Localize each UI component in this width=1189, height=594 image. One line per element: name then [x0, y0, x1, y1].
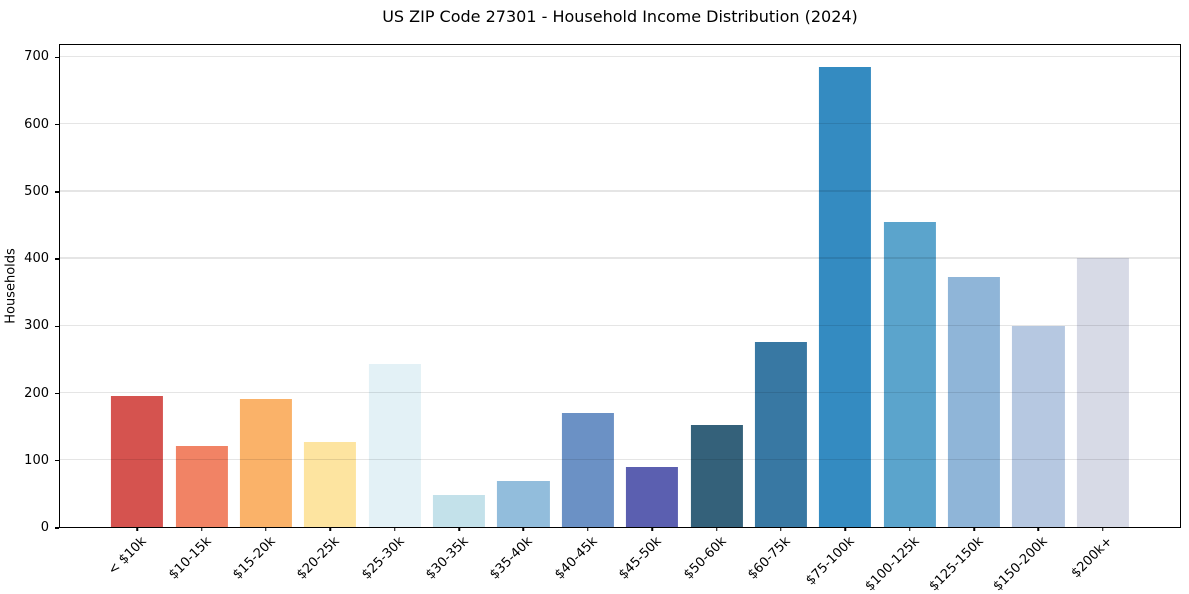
x-tick-label: $60-75k — [745, 534, 794, 583]
x-tick-label: $200k+ — [1068, 534, 1116, 582]
bars-layer: < $10k $10-15k $15-20k $20-25k $25-30k $30-35… — [60, 45, 1180, 594]
bar — [561, 412, 614, 527]
y-tick-label: 100 — [24, 452, 49, 468]
x-tick-mark — [1037, 527, 1040, 531]
x-tick-label: $75-100k — [803, 534, 858, 589]
x-tick-mark — [393, 527, 396, 531]
x-tick-mark — [908, 527, 911, 531]
bar-slot: $30-35k — [423, 45, 491, 582]
y-axis-title: Households — [3, 248, 19, 324]
x-tick-label: $50-60k — [680, 534, 730, 583]
x-tick-label: $40-45k — [551, 534, 601, 583]
y-tick-label: 700 — [24, 49, 49, 65]
bar — [754, 342, 808, 527]
y-tick-label: 500 — [24, 183, 49, 199]
bar — [432, 494, 486, 527]
bar-slot: $45-50k — [616, 45, 684, 582]
bar-slot: $15-20k — [230, 45, 298, 582]
bar-slot: $60-75k — [745, 45, 813, 582]
bar-slot: $20-25k — [294, 45, 362, 582]
x-tick-label: $30-35k — [423, 534, 472, 583]
x-tick-mark — [844, 527, 847, 531]
bar — [175, 445, 228, 527]
bar — [1012, 326, 1065, 527]
bar-slot: $100-125k — [862, 45, 942, 594]
x-tick-label: $20-25k — [294, 534, 343, 583]
bar-slot: $25-30k — [359, 45, 427, 582]
x-tick-label: $35-40k — [487, 534, 537, 583]
x-tick-label: $150-200k — [990, 534, 1052, 594]
bar — [239, 399, 293, 527]
y-tick-label: 600 — [24, 116, 49, 132]
x-tick-label: $100-125k — [862, 534, 923, 594]
bar-slot: $125-150k — [926, 45, 1006, 594]
bar — [626, 467, 679, 527]
x-tick-mark — [200, 527, 203, 531]
x-tick-mark — [458, 527, 460, 531]
y-tick-label: 0 — [40, 520, 49, 535]
x-tick-label: < $10k — [105, 534, 150, 579]
bar — [883, 222, 936, 527]
plot-area: < $10k $10-15k $15-20k $20-25k $25-30k $30-35… — [59, 44, 1181, 594]
bar-slot: $75-100k — [804, 45, 877, 588]
x-tick-mark — [973, 527, 975, 531]
x-tick-mark — [522, 527, 525, 531]
x-tick-label: $15-20k — [230, 534, 279, 583]
x-tick-mark — [587, 527, 589, 531]
x-tick-mark — [780, 527, 782, 531]
x-tick-mark — [651, 527, 653, 531]
x-tick-label: $125-150k — [926, 534, 987, 594]
x-tick-mark — [265, 527, 267, 531]
bar-slot: $150-200k — [991, 45, 1070, 594]
bar — [819, 66, 872, 527]
bar — [111, 395, 164, 527]
bar-slot: $40-45k — [552, 45, 620, 582]
bar-slot: $200k+ — [1068, 45, 1135, 581]
x-tick-mark — [329, 527, 332, 531]
bar — [1076, 258, 1129, 527]
bar-slot: $10-15k — [166, 45, 233, 582]
x-tick-mark — [1102, 527, 1104, 531]
x-tick-label: $45-50k — [616, 534, 665, 583]
chart-title: US ZIP Code 27301 - Household Income Dis… — [382, 7, 858, 26]
bar-slot: $50-60k — [681, 45, 748, 582]
x-tick-label: $10-15k — [165, 534, 215, 583]
x-tick-mark — [136, 527, 138, 531]
bar — [368, 364, 421, 527]
x-tick-mark — [715, 527, 718, 531]
bar — [497, 480, 550, 527]
x-tick-label: $25-30k — [358, 534, 408, 583]
bar — [947, 276, 1001, 527]
bar — [304, 441, 357, 527]
bar-slot: < $10k — [105, 45, 169, 578]
y-tick-label: 200 — [24, 385, 49, 401]
bar — [690, 424, 743, 527]
bar-slot: $35-40k — [488, 45, 555, 582]
